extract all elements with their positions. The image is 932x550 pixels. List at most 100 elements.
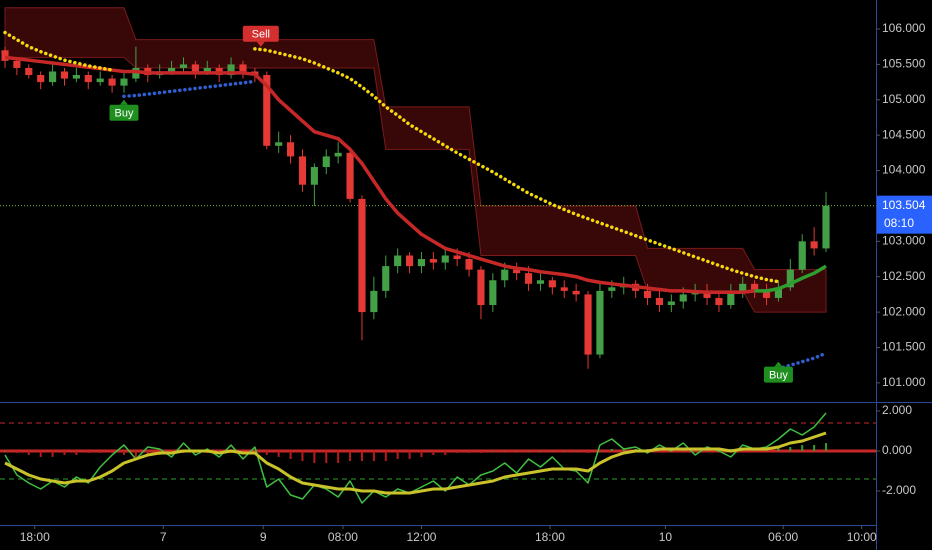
histogram-bar	[598, 451, 601, 452]
candle-body	[13, 60, 21, 68]
candle-body	[358, 198, 366, 313]
y-tick-label: 101.000	[882, 375, 926, 389]
oscillator-line	[4, 431, 827, 495]
candle-body	[191, 64, 199, 72]
candle-body	[655, 297, 664, 306]
histogram-bar	[360, 451, 363, 461]
x-tick-label: 7	[160, 530, 167, 544]
signal-pointer	[119, 99, 128, 105]
signal-label: Buy	[115, 108, 134, 120]
cloud	[4, 7, 827, 313]
overlay-line	[3, 30, 114, 72]
candle-body	[108, 78, 116, 86]
histogram-bar	[51, 451, 54, 457]
histogram-bar	[515, 451, 518, 452]
candle-body	[643, 290, 652, 298]
histogram-bar	[3, 451, 6, 452]
candle-body	[96, 78, 104, 83]
histogram-bar	[456, 451, 459, 453]
candle-body	[120, 78, 128, 86]
candle-body	[584, 294, 592, 355]
candle-body	[762, 290, 771, 298]
histogram-bar	[134, 451, 137, 457]
x-tick-label: 10	[659, 530, 673, 544]
histogram-bar	[325, 451, 328, 463]
candle-body	[346, 152, 354, 199]
candle-body	[751, 283, 759, 291]
candle-body	[608, 287, 616, 291]
y-tick-label: 102.000	[882, 304, 926, 318]
histogram-bar	[111, 451, 114, 453]
histogram-bar	[622, 449, 625, 451]
signal-box	[242, 25, 279, 42]
y-tick-label: 104.500	[882, 127, 926, 141]
histogram-bar	[87, 451, 90, 453]
candle-body	[310, 167, 318, 185]
y2-tick-label: 2.000	[882, 403, 912, 417]
candle-body	[548, 280, 556, 288]
histogram-bar	[99, 451, 102, 453]
x-tick-label: 18:00	[535, 530, 565, 544]
candle-body	[179, 64, 188, 68]
histogram-bar	[610, 449, 613, 451]
histogram-bar	[39, 451, 42, 457]
candle-body	[774, 287, 782, 298]
y-tick-label: 106.000	[882, 21, 926, 35]
overlay-line	[253, 47, 781, 284]
signal: Buy	[109, 99, 139, 121]
candle-body	[810, 241, 818, 249]
signal: Sell	[242, 25, 279, 47]
candle-body	[382, 266, 390, 291]
signal-pointer	[256, 41, 265, 47]
x-tick-label: 12:00	[406, 530, 436, 544]
overlay-line	[776, 351, 828, 371]
histogram-bar	[777, 447, 780, 451]
x-tick-label: 18:00	[20, 530, 50, 544]
histogram-bar	[396, 451, 399, 459]
candle-body	[25, 67, 33, 76]
last-price-box	[877, 195, 932, 234]
histogram-bar	[277, 451, 280, 457]
candle-body	[703, 290, 711, 298]
histogram-bar	[789, 447, 792, 451]
histogram-bar	[813, 445, 816, 451]
histogram-bar	[301, 451, 304, 461]
candle-body	[477, 269, 485, 306]
histogram-bar	[420, 451, 423, 457]
candle-body	[715, 297, 723, 306]
candle-body	[489, 280, 497, 306]
overlay-line	[4, 55, 755, 295]
candle-body	[49, 71, 57, 83]
histogram-bar	[349, 451, 352, 461]
overlay-line	[754, 264, 827, 293]
candle-body	[275, 142, 283, 146]
histogram-bar	[551, 451, 554, 452]
candle-body	[370, 290, 378, 313]
histogram-bar	[539, 451, 542, 452]
y-tick-label: 102.500	[882, 269, 926, 283]
candle-body	[501, 269, 509, 281]
histogram-bar	[432, 451, 435, 455]
candle-body	[322, 156, 330, 168]
candle-body	[739, 283, 747, 291]
histogram-bar	[337, 451, 340, 463]
y-tick-label: 105.000	[882, 92, 926, 106]
candle-body	[72, 75, 80, 79]
candle-body	[465, 259, 473, 270]
y-tick-label: 103.000	[882, 234, 926, 248]
histogram-bar	[801, 445, 804, 451]
candle-body	[596, 290, 604, 355]
histogram-bar	[408, 451, 411, 459]
x-tick-label: 9	[260, 530, 267, 544]
x-tick-label: 08:00	[328, 530, 358, 544]
candle-body	[667, 301, 675, 306]
histogram-bar	[15, 451, 18, 453]
candle-body	[513, 269, 521, 274]
candle-body	[287, 142, 295, 157]
histogram-bar	[479, 451, 482, 453]
candle-body	[298, 156, 307, 185]
